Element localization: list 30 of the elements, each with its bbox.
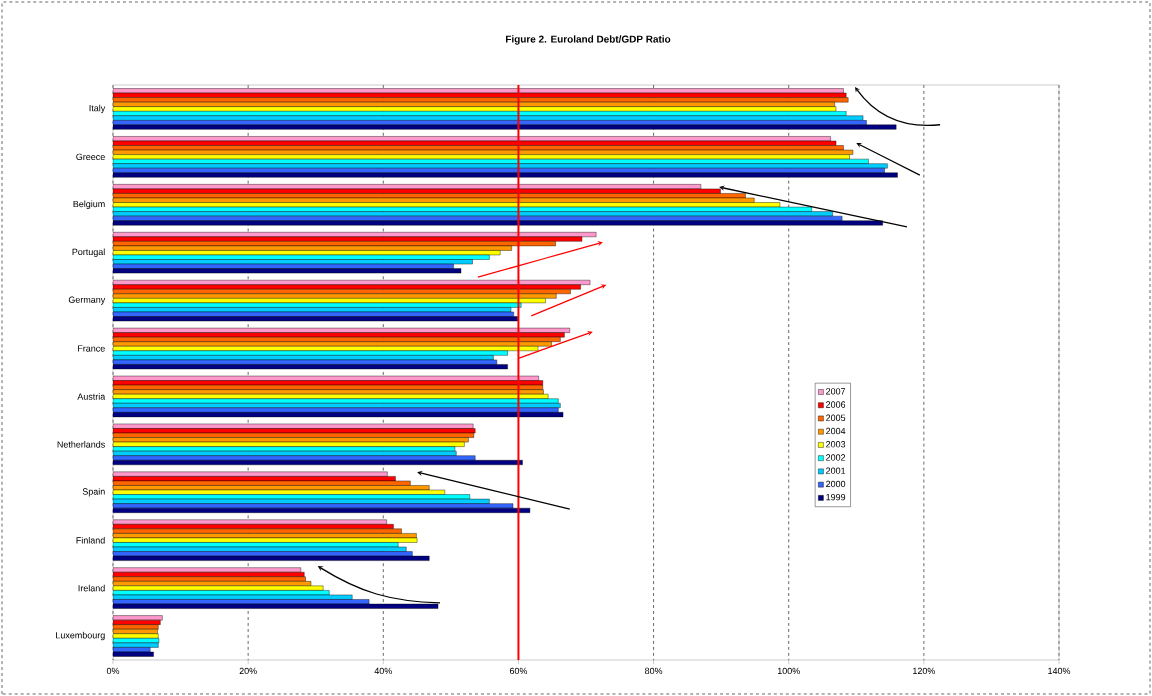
legend-label: 2005 (826, 414, 846, 421)
x-tick-label: 0% (106, 667, 120, 675)
legend-label: 2007 (826, 388, 846, 395)
legend-label: 2000 (826, 480, 846, 488)
y-tick-label: Italy (89, 104, 106, 114)
legend-label: 2003 (826, 441, 846, 448)
x-tick-label: 100% (777, 667, 800, 675)
x-tick-label: 40% (374, 667, 392, 675)
x-tick-label: 120% (913, 667, 936, 675)
y-tick-label: Greece (76, 153, 105, 161)
chart-title: Figure 2. Euroland Debt/GDP Ratio (506, 35, 671, 45)
legend-label: 2001 (826, 467, 846, 474)
x-tick-label: 60% (509, 667, 528, 675)
legend-label: 2004 (826, 427, 846, 435)
legend-label: 2002 (826, 454, 846, 461)
x-tick-label: 20% (239, 667, 257, 675)
y-tick-label: Germany (68, 296, 106, 305)
y-tick-label: France (78, 345, 105, 352)
y-tick-label: Belgium (73, 200, 105, 209)
x-tick-label: 140% (1048, 667, 1071, 675)
y-tick-label: Ireland (78, 584, 105, 592)
legend-label: 2006 (826, 401, 846, 408)
y-tick-label: Austria (77, 393, 106, 400)
x-tick-label: 80% (645, 667, 663, 675)
y-tick-label: Netherlands (57, 441, 105, 448)
y-tick-label: Luxembourg (56, 631, 105, 641)
y-tick-label: Finland (76, 536, 105, 544)
y-tick-label: Spain (82, 488, 105, 497)
y-tick-label: Portugal (72, 248, 105, 257)
legend-label: 1999 (826, 494, 846, 501)
